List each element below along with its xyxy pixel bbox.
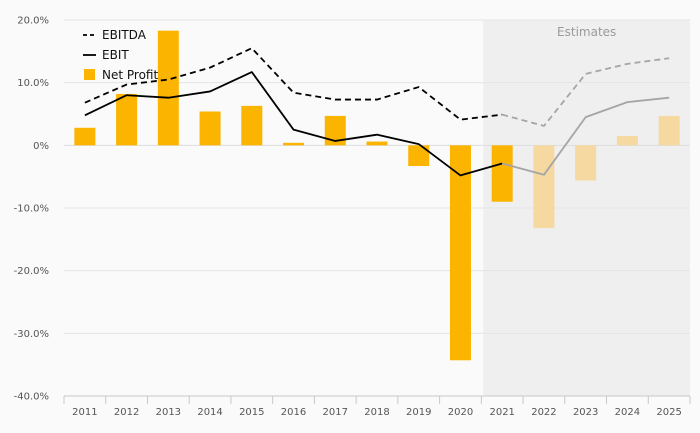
x-tick-label: 2015: [239, 407, 264, 418]
x-tick-label: 2023: [573, 407, 598, 418]
ebitda-line: [84, 47, 503, 121]
legend-ebitda-label: EBITDA: [102, 28, 147, 42]
net-profit-bar: [491, 145, 513, 202]
x-tick-label: 2022: [531, 407, 556, 418]
y-tick-label: -10.0%: [14, 204, 49, 215]
y-tick-label: 0%: [33, 141, 49, 152]
x-tick-label: 2020: [448, 407, 473, 418]
net-profit-bar: [283, 142, 305, 146]
legend-ebit-label: EBIT: [102, 48, 129, 62]
estimates-label: Estimates: [557, 25, 616, 39]
net-profit-bar: [366, 141, 388, 146]
x-tick-label: 2019: [406, 407, 431, 418]
ebit-line: [84, 71, 503, 177]
net-profit-bar: [241, 105, 263, 146]
net-profit-bar: [199, 111, 221, 146]
y-tick-label: -40.0%: [14, 392, 49, 403]
x-tick-label: 2013: [156, 407, 181, 418]
net-profit-bar: [74, 127, 96, 146]
net-profit-bar: [616, 135, 638, 146]
legend-net-profit-label: Net Profit: [102, 68, 158, 82]
net-profit-bar: [408, 145, 430, 167]
net-profit-bar: [449, 145, 471, 361]
x-tick-label: 2018: [364, 407, 389, 418]
y-tick-label: -20.0%: [14, 266, 49, 277]
x-tick-label: 2011: [72, 407, 97, 418]
net-profit-bar: [324, 115, 346, 146]
x-tick-label: 2012: [114, 407, 139, 418]
y-tick-label: 10.0%: [17, 78, 49, 89]
net-profit-bar: [157, 30, 179, 146]
y-axis-ticks: 20.0% 10.0% 0% -10.0% -20.0% -30.0% -40.0%: [14, 16, 49, 403]
lines: [84, 47, 670, 177]
x-tick-label: 2016: [281, 407, 306, 418]
x-tick-label: 2021: [489, 407, 514, 418]
net-profit-bar: [116, 93, 138, 146]
legend: EBITDA EBIT Net Profit: [83, 28, 158, 82]
net-profit-bar: [533, 145, 555, 229]
x-tick-label: 2024: [615, 407, 640, 418]
x-tick-label: 2014: [197, 407, 222, 418]
net-profit-bar: [575, 145, 597, 181]
x-tick-label: 2025: [656, 407, 681, 418]
x-tick-label: 2017: [323, 407, 348, 418]
net-profit-bar: [658, 115, 680, 146]
ebit-estimate-line: [501, 96, 670, 176]
y-tick-label: 20.0%: [17, 16, 49, 27]
y-tick-label: -30.0%: [14, 329, 49, 340]
x-axis: 2011 2012 2013 2014 2015 2016 2017 2018 2019 2020…: [63, 395, 691, 418]
legend-net-profit-swatch: [84, 69, 95, 80]
net-profit-bars: [74, 30, 680, 361]
